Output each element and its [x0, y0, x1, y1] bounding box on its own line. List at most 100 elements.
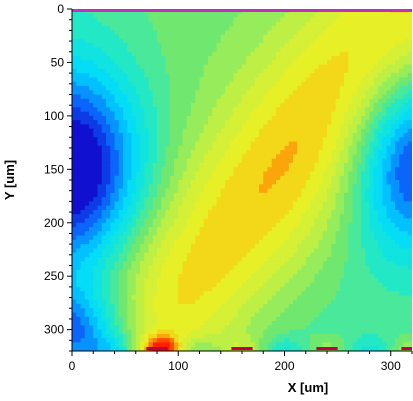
heatmap-cell	[178, 77, 184, 83]
heatmap-cell	[390, 132, 396, 138]
heatmap-cell	[322, 51, 328, 57]
heatmap-cell	[72, 184, 77, 190]
heatmap-cell	[233, 124, 239, 130]
heatmap-cell	[369, 85, 375, 91]
heatmap-cell	[348, 26, 354, 31]
heatmap-cell	[305, 21, 311, 27]
heatmap-cell	[161, 64, 167, 70]
heatmap-cell	[157, 47, 162, 53]
heatmap-cell	[254, 218, 260, 224]
heatmap-cell	[237, 167, 243, 173]
heatmap-cell	[123, 103, 128, 108]
heatmap-cell	[390, 184, 396, 190]
heatmap-cell	[276, 77, 281, 83]
heatmap-cell	[161, 218, 167, 224]
heatmap-cell	[395, 51, 400, 57]
heatmap-cell	[186, 38, 192, 44]
heatmap-cell	[280, 209, 286, 215]
heatmap-cell	[318, 188, 324, 194]
heatmap-cell	[127, 154, 133, 160]
heatmap-cell	[229, 214, 235, 220]
heatmap-cell	[271, 180, 277, 185]
heatmap-cell	[106, 111, 111, 117]
heatmap-cell	[246, 239, 252, 245]
heatmap-cell	[280, 132, 286, 138]
heatmap-cell	[203, 103, 209, 108]
heatmap-cell	[191, 145, 196, 151]
heatmap-cell	[165, 201, 171, 207]
heatmap-cell	[165, 158, 171, 164]
heatmap-cell	[212, 30, 218, 36]
heatmap-cell	[356, 214, 362, 220]
heatmap-cell	[229, 120, 235, 126]
heatmap-cell	[169, 269, 175, 275]
heatmap-cell	[293, 244, 298, 250]
heatmap-cell	[293, 120, 298, 126]
heatmap-cell	[403, 128, 409, 134]
heatmap-cell	[118, 13, 124, 19]
heatmap-cell	[97, 94, 103, 100]
heatmap-cell	[369, 56, 375, 61]
heatmap-cell	[399, 218, 405, 224]
heatmap-cell	[203, 30, 209, 36]
heatmap-cell	[373, 115, 379, 121]
heatmap-cell	[339, 51, 345, 57]
heatmap-cell	[378, 98, 383, 104]
heatmap-cell	[322, 218, 328, 224]
heatmap-cell	[195, 205, 201, 211]
heatmap-cell	[263, 180, 269, 185]
heatmap-cell	[118, 145, 124, 151]
heatmap-cell	[169, 205, 175, 211]
heatmap-cell	[361, 154, 366, 160]
heatmap-cell	[106, 128, 111, 134]
heatmap-cell	[76, 17, 82, 23]
heatmap-cell	[259, 265, 264, 271]
heatmap-cell	[365, 132, 371, 138]
heatmap-cell	[101, 34, 107, 40]
heatmap-cell	[250, 145, 256, 151]
heatmap-cell	[118, 184, 124, 190]
heatmap-cell	[157, 124, 162, 130]
heatmap-cell	[263, 162, 269, 168]
heatmap-cell	[101, 239, 107, 245]
heatmap-cell	[267, 167, 273, 173]
heatmap-cell	[301, 90, 307, 96]
heatmap-cell	[267, 239, 273, 245]
heatmap-cell	[182, 214, 188, 220]
heatmap-cell	[140, 21, 145, 27]
heatmap-cell	[225, 64, 230, 70]
heatmap-cell	[212, 107, 218, 113]
heatmap-cell	[216, 17, 222, 23]
heatmap-cell	[310, 188, 315, 194]
heatmap-cell	[331, 180, 337, 185]
heatmap-cell	[203, 68, 209, 74]
heatmap-cell	[403, 120, 409, 126]
heatmap-cell	[335, 43, 341, 49]
heatmap-cell	[148, 269, 154, 275]
heatmap-cell	[237, 192, 243, 198]
heatmap-cell	[288, 90, 294, 96]
heatmap-cell	[152, 13, 158, 19]
heatmap-cell	[229, 201, 235, 207]
heatmap-cell	[161, 261, 167, 267]
heatmap-cell	[152, 132, 158, 138]
heatmap-cell	[161, 205, 167, 211]
heatmap-cell	[186, 188, 192, 194]
heatmap-cell	[97, 13, 103, 19]
heatmap-cell	[344, 209, 349, 215]
heatmap-cell	[254, 227, 260, 232]
heatmap-cell	[72, 252, 77, 258]
heatmap-cell	[72, 51, 77, 57]
heatmap-cell	[390, 137, 396, 143]
heatmap-cell	[157, 235, 162, 241]
heatmap-cell	[297, 120, 303, 126]
heatmap-cell	[335, 145, 341, 151]
heatmap-cell	[174, 137, 179, 143]
heatmap-cell	[348, 197, 354, 202]
heatmap-cell	[322, 171, 328, 177]
heatmap-cell	[182, 77, 188, 83]
heatmap-cell	[386, 209, 392, 215]
heatmap-cell	[344, 81, 349, 87]
heatmap-cell	[135, 132, 141, 138]
heatmap-cell	[365, 192, 371, 198]
